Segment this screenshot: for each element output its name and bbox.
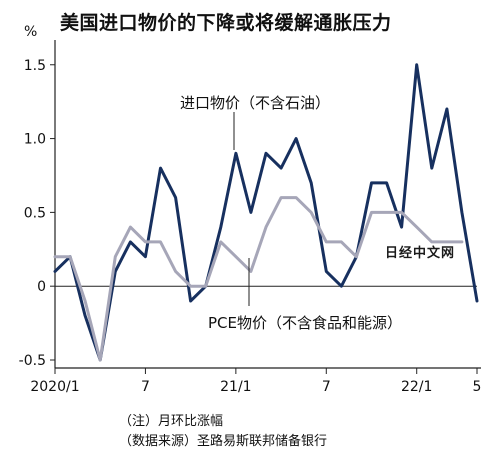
footnote: （注）月环比涨幅 bbox=[119, 414, 224, 429]
y-tick-label: 1.0 bbox=[24, 132, 46, 148]
x-tick-label: 21/1 bbox=[220, 379, 251, 395]
y-axis-unit: % bbox=[24, 24, 38, 40]
series-label-import: 进口物价（不含石油） bbox=[180, 94, 330, 112]
x-tick-label: 7 bbox=[322, 379, 331, 395]
source-note: （数据来源）圣路易斯联邦储备银行 bbox=[119, 434, 328, 449]
y-tick-label: 0 bbox=[37, 279, 46, 295]
x-tick-label: 7 bbox=[141, 379, 150, 395]
x-tick-label: 5 bbox=[473, 379, 482, 395]
y-tick-label: 0.5 bbox=[24, 205, 46, 221]
x-tick-label: 22/1 bbox=[401, 379, 432, 395]
y-tick-label: -0.5 bbox=[19, 353, 46, 369]
series-line-pce-prices bbox=[53, 196, 464, 362]
watermark-logo: 日经中文网 bbox=[385, 246, 456, 261]
y-tick-label: 1.5 bbox=[24, 58, 46, 74]
x-tick-label: 2020/1 bbox=[30, 379, 79, 395]
chart-title: 美国进口物价的下降或将缓解通胀压力 bbox=[60, 12, 392, 34]
series-line-import-prices bbox=[53, 63, 479, 362]
series-label-pce: PCE物价（不含食品和能源） bbox=[208, 314, 402, 332]
